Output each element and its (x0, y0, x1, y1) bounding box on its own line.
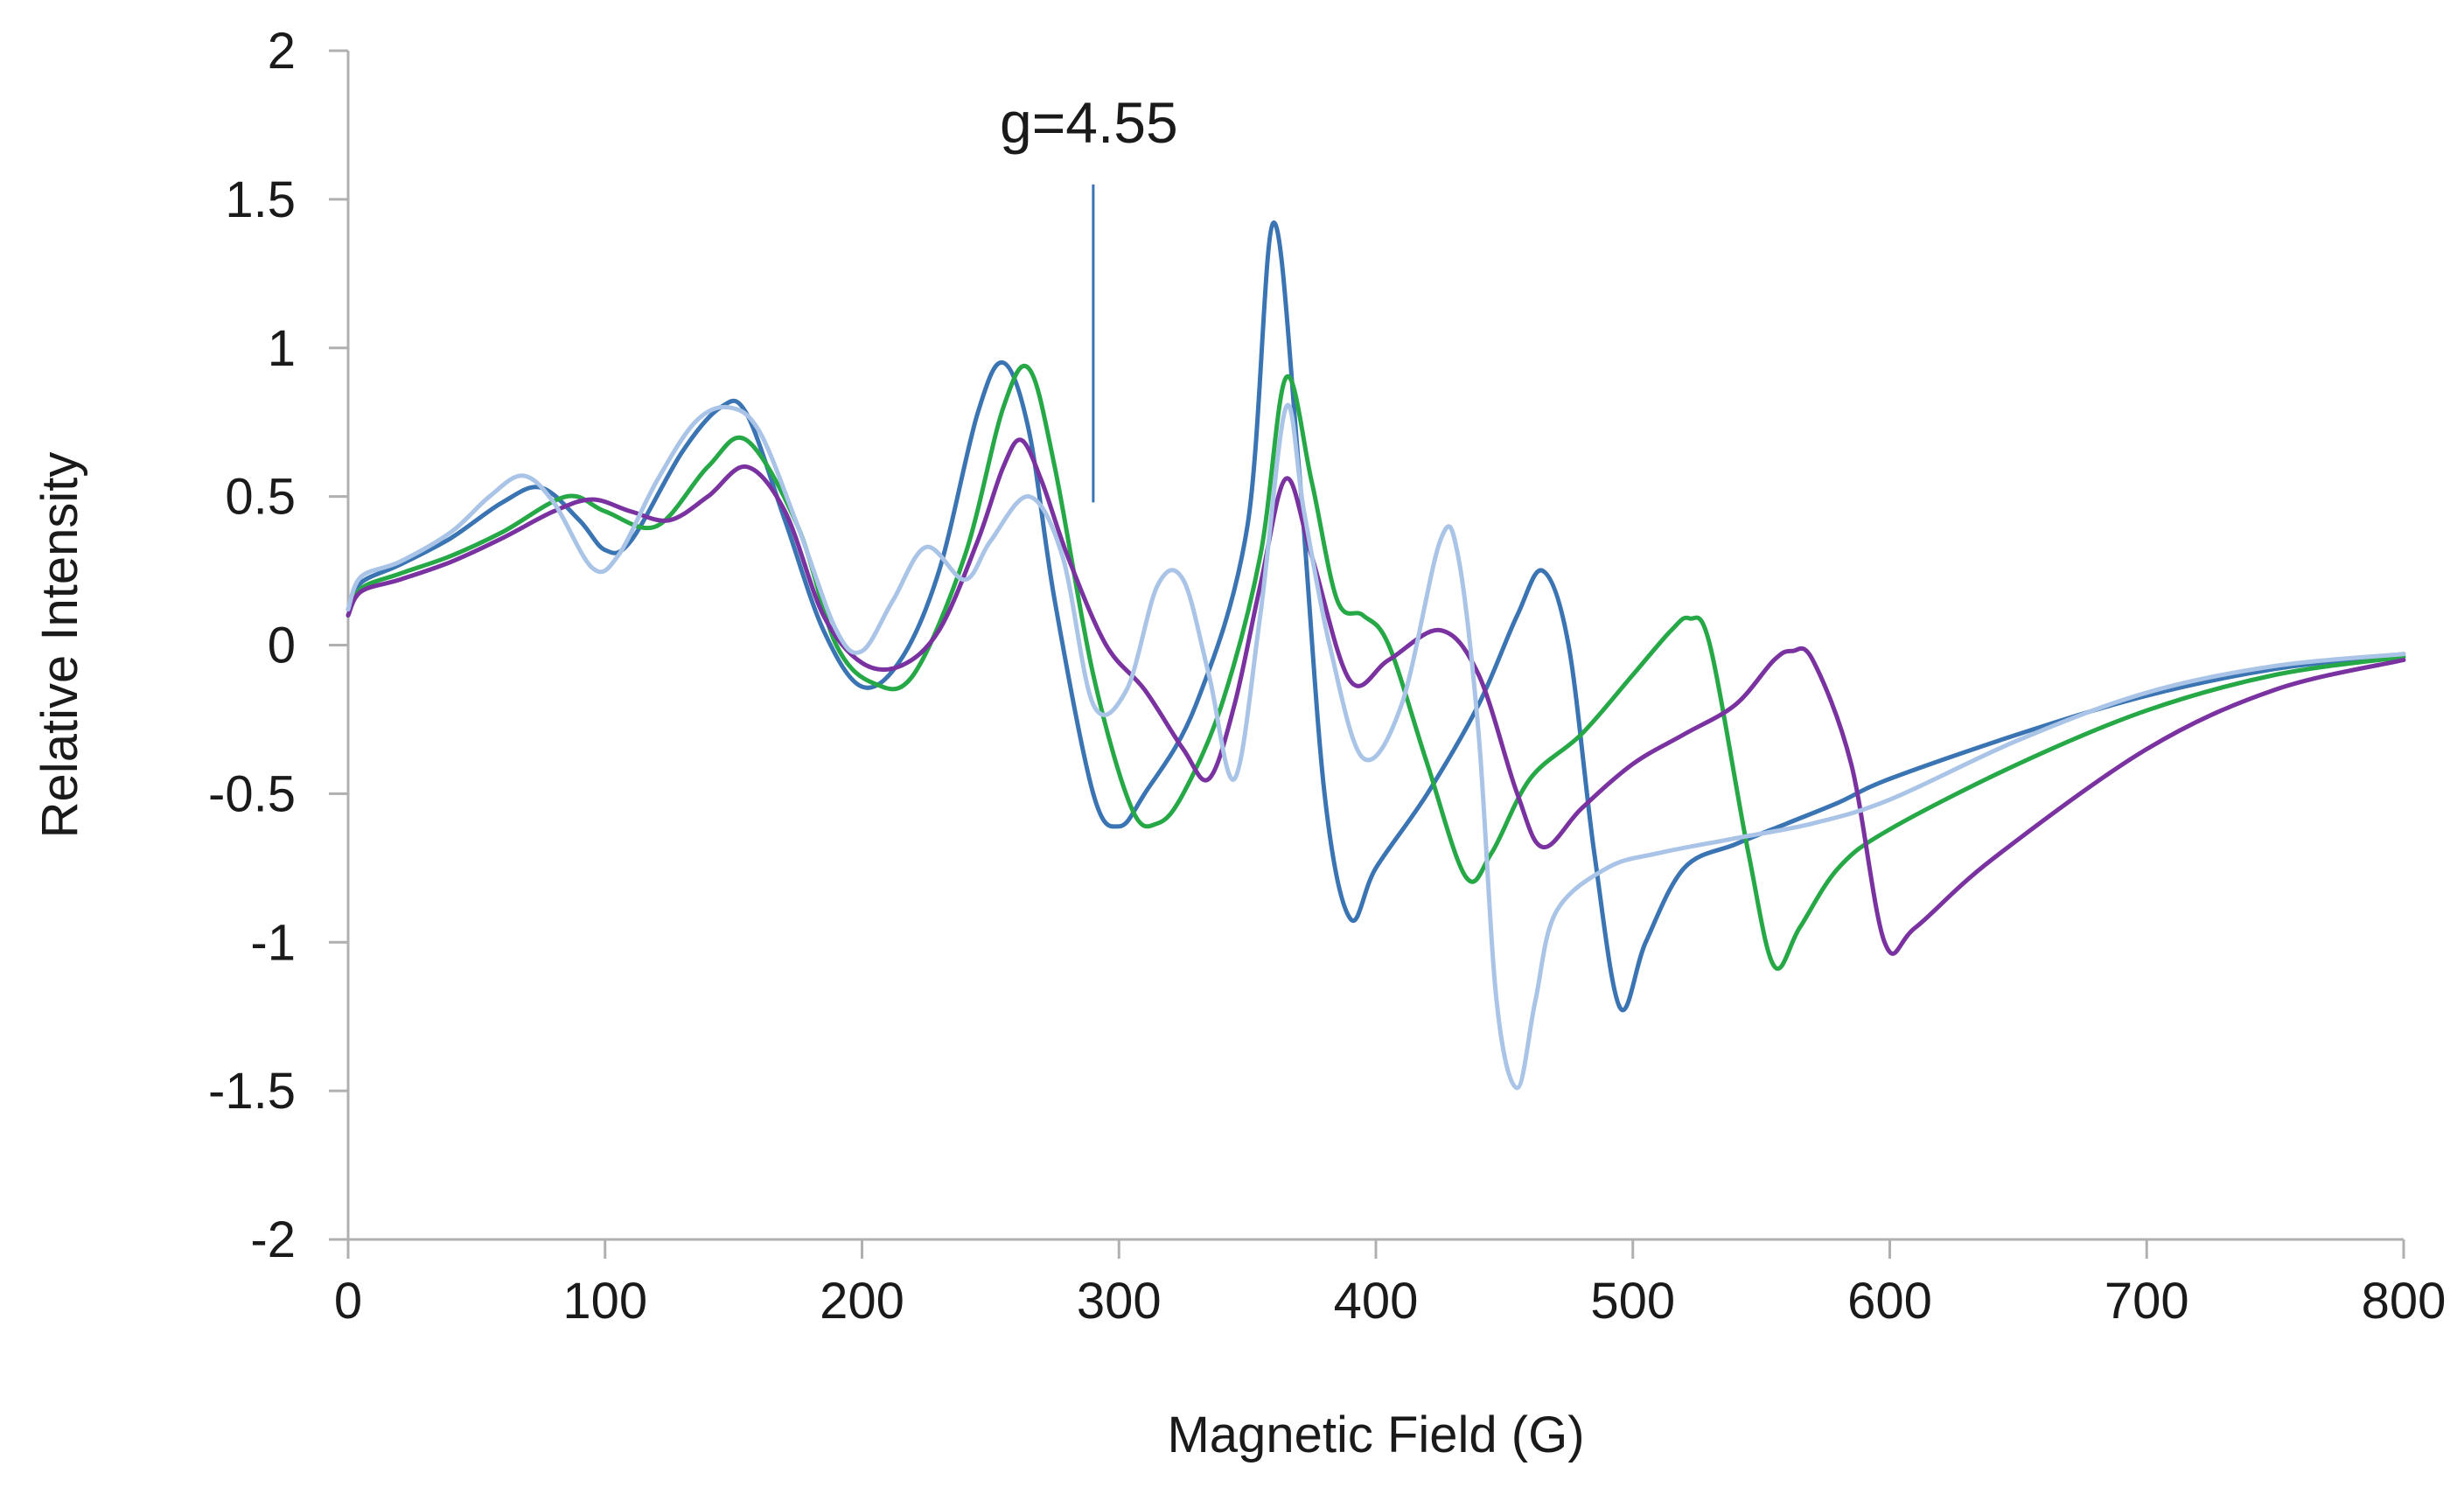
series-line-series-light-blue (346, 402, 2406, 1091)
y-tick-label: 0.5 (225, 469, 296, 526)
y-tick-label: -1 (250, 914, 296, 971)
y-tick-label: 2 (268, 23, 296, 80)
y-tick-label: -1.5 (208, 1063, 296, 1120)
series-line-series-dark-blue (346, 220, 2406, 1013)
y-tick-label: 1 (268, 320, 296, 377)
series-line-series-green (346, 363, 2406, 971)
y-tick-label: 0 (268, 618, 296, 674)
series-group (346, 220, 2406, 1091)
x-tick-label: 0 (334, 1273, 362, 1330)
x-tick-label: 200 (820, 1273, 904, 1330)
x-tick-label: 600 (1847, 1273, 1932, 1330)
y-axis-ticks: 2 1.5 1 0.5 0 -0.5 -1 -1.5 -2 (208, 23, 348, 1268)
x-tick-label: 300 (1077, 1273, 1162, 1330)
y-tick-label: -2 (250, 1211, 296, 1268)
x-tick-label: 800 (2362, 1273, 2447, 1330)
series-line-series-purple (346, 437, 2406, 956)
x-axis-ticks: 0 100 200 300 400 500 600 700 800 (334, 1239, 2447, 1330)
axes (346, 51, 2404, 1241)
annotations: g=4.55 (1000, 90, 1178, 503)
x-tick-label: 500 (1590, 1273, 1675, 1330)
x-tick-label: 100 (562, 1273, 647, 1330)
y-tick-label: -0.5 (208, 765, 296, 822)
annotation-label: g=4.55 (1000, 90, 1178, 155)
x-axis-title: Magnetic Field (G) (1167, 1407, 1584, 1463)
x-tick-label: 400 (1334, 1273, 1419, 1330)
y-tick-label: 1.5 (225, 171, 296, 228)
x-tick-label: 700 (2105, 1273, 2189, 1330)
y-axis-title: Relative Intensity (31, 452, 88, 839)
